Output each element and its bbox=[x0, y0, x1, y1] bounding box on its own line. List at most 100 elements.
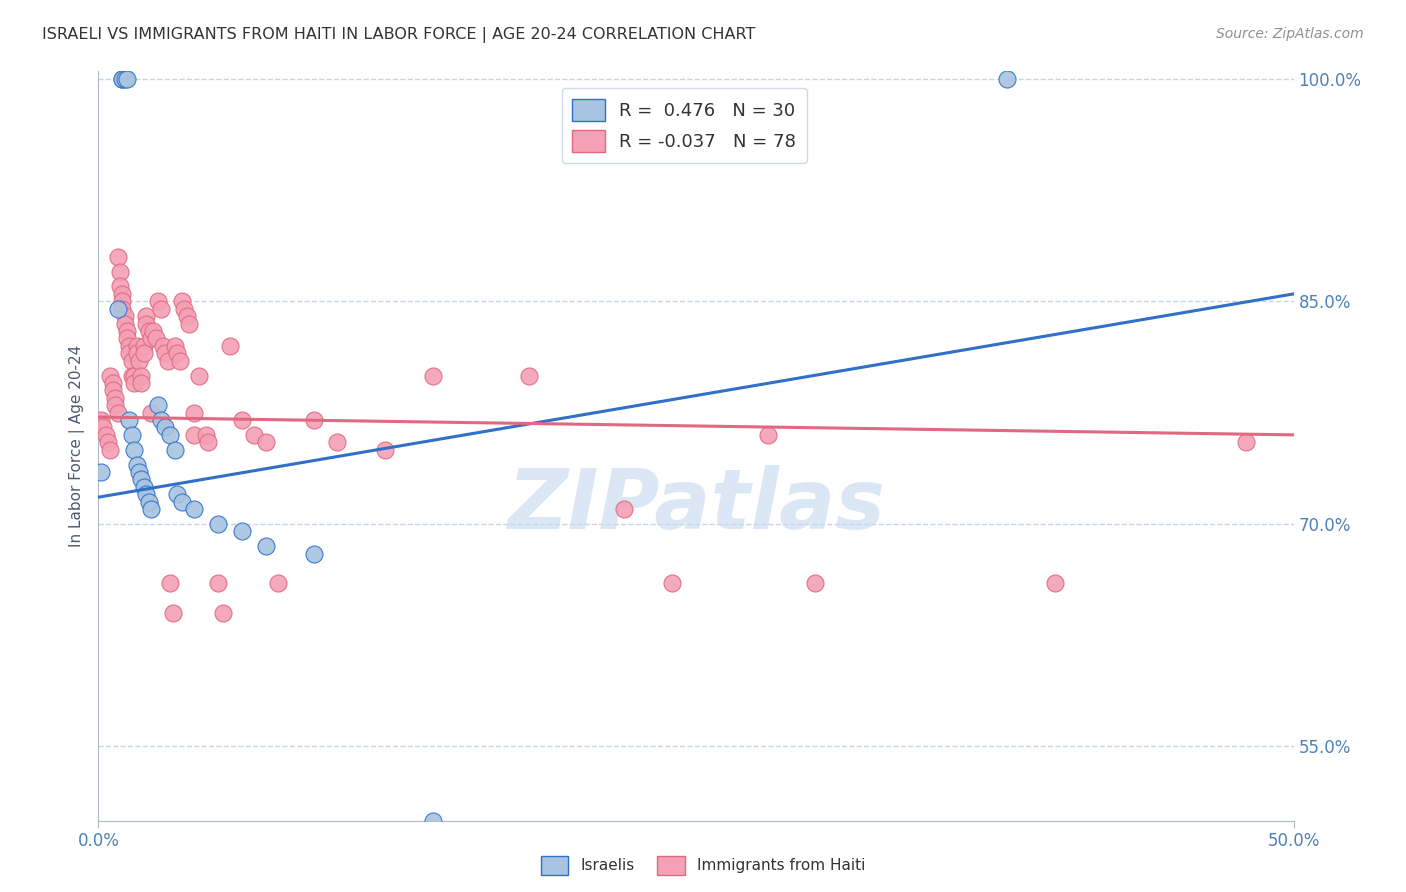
Point bbox=[138, 494, 160, 508]
Point bbox=[124, 368, 146, 383]
Point bbox=[517, 368, 540, 383]
Point bbox=[124, 442, 146, 457]
Point bbox=[128, 465, 150, 479]
Point bbox=[176, 309, 198, 323]
Point bbox=[156, 353, 179, 368]
Point bbox=[135, 309, 157, 323]
Point bbox=[118, 346, 141, 360]
Point bbox=[125, 339, 148, 353]
Point bbox=[211, 606, 233, 620]
Point bbox=[1043, 576, 1066, 591]
Point bbox=[159, 428, 181, 442]
Point bbox=[115, 324, 138, 338]
Point bbox=[187, 368, 209, 383]
Point bbox=[124, 376, 146, 390]
Point bbox=[108, 265, 131, 279]
Text: ISRAELI VS IMMIGRANTS FROM HAITI IN LABOR FORCE | AGE 20-24 CORRELATION CHART: ISRAELI VS IMMIGRANTS FROM HAITI IN LABO… bbox=[42, 27, 755, 43]
Point bbox=[207, 516, 229, 531]
Point bbox=[231, 524, 253, 539]
Point bbox=[139, 331, 162, 345]
Point bbox=[207, 576, 229, 591]
Text: ZIPatlas: ZIPatlas bbox=[508, 466, 884, 547]
Point bbox=[804, 576, 827, 591]
Point bbox=[97, 435, 120, 450]
Point bbox=[149, 413, 172, 427]
Point bbox=[111, 287, 134, 301]
Point bbox=[90, 413, 112, 427]
Point bbox=[131, 472, 153, 486]
Point bbox=[219, 339, 242, 353]
Point bbox=[139, 502, 162, 516]
Point bbox=[91, 420, 114, 434]
Point bbox=[121, 368, 143, 383]
Point bbox=[125, 458, 148, 472]
Point bbox=[661, 576, 683, 591]
Point bbox=[162, 606, 184, 620]
Point bbox=[149, 301, 172, 316]
Point bbox=[267, 576, 290, 591]
Point bbox=[145, 331, 167, 345]
Point bbox=[132, 480, 155, 494]
Point bbox=[132, 339, 155, 353]
Point bbox=[111, 294, 134, 309]
Point bbox=[131, 368, 153, 383]
Point bbox=[422, 368, 444, 383]
Legend: Israelis, Immigrants from Haiti: Israelis, Immigrants from Haiti bbox=[534, 850, 872, 880]
Point bbox=[254, 435, 277, 450]
Point bbox=[302, 547, 325, 561]
Point bbox=[169, 353, 191, 368]
Point bbox=[613, 502, 636, 516]
Point bbox=[173, 301, 195, 316]
Point bbox=[135, 317, 157, 331]
Point bbox=[326, 435, 349, 450]
Point bbox=[121, 428, 143, 442]
Point bbox=[302, 413, 325, 427]
Point bbox=[104, 391, 127, 405]
Text: Source: ZipAtlas.com: Source: ZipAtlas.com bbox=[1216, 27, 1364, 41]
Point bbox=[108, 279, 131, 293]
Point bbox=[107, 250, 129, 264]
Point bbox=[183, 406, 205, 420]
Point bbox=[111, 71, 134, 86]
Point bbox=[114, 309, 136, 323]
Point bbox=[166, 487, 188, 501]
Point bbox=[107, 301, 129, 316]
Point bbox=[422, 814, 444, 828]
Point bbox=[121, 353, 143, 368]
Point bbox=[101, 384, 124, 398]
Y-axis label: In Labor Force | Age 20-24: In Labor Force | Age 20-24 bbox=[69, 345, 84, 547]
Point bbox=[104, 398, 127, 412]
Point bbox=[163, 339, 186, 353]
Point bbox=[118, 413, 141, 427]
Point bbox=[183, 502, 205, 516]
Point bbox=[135, 487, 157, 501]
Point bbox=[197, 435, 219, 450]
Point bbox=[148, 294, 170, 309]
Point bbox=[179, 317, 201, 331]
Point bbox=[107, 406, 129, 420]
Point bbox=[183, 428, 205, 442]
Point bbox=[172, 494, 194, 508]
Point bbox=[374, 442, 396, 457]
Point bbox=[155, 420, 177, 434]
Point bbox=[139, 406, 162, 420]
Point bbox=[756, 428, 779, 442]
Point bbox=[94, 428, 117, 442]
Point bbox=[131, 376, 153, 390]
Point bbox=[254, 539, 277, 553]
Point bbox=[115, 331, 138, 345]
Point bbox=[159, 576, 181, 591]
Point bbox=[114, 317, 136, 331]
Point bbox=[995, 71, 1018, 86]
Point bbox=[111, 301, 134, 316]
Point bbox=[115, 71, 138, 86]
Point bbox=[231, 413, 253, 427]
Point bbox=[98, 442, 122, 457]
Legend: R =  0.476   N = 30, R = -0.037   N = 78: R = 0.476 N = 30, R = -0.037 N = 78 bbox=[561, 88, 807, 162]
Point bbox=[1234, 435, 1257, 450]
Point bbox=[118, 339, 141, 353]
Point bbox=[114, 71, 136, 86]
Point bbox=[148, 398, 170, 412]
Point bbox=[98, 368, 122, 383]
Point bbox=[125, 346, 148, 360]
